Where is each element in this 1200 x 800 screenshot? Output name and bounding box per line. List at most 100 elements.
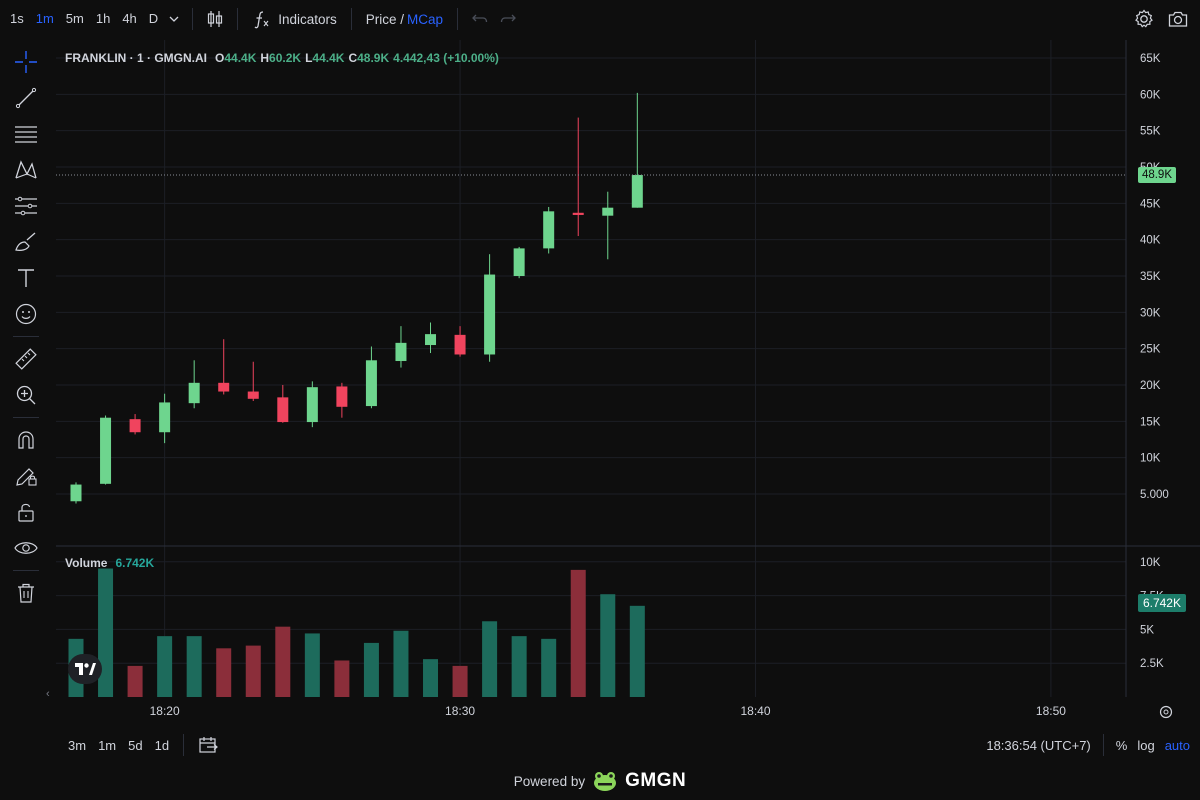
unlock-icon xyxy=(18,503,34,522)
ruler-icon xyxy=(15,348,37,370)
volume-axis-label: 5K xyxy=(1140,624,1154,636)
candles-icon[interactable] xyxy=(201,5,229,33)
candle-body xyxy=(277,397,289,423)
volume-legend: Volume 6.742K xyxy=(65,556,154,570)
chevron-down-icon[interactable] xyxy=(164,5,184,33)
axis-settings-icon xyxy=(1159,705,1173,719)
time-axis-label: 18:40 xyxy=(740,704,770,718)
candle-body xyxy=(631,174,643,208)
volume-bar xyxy=(629,605,645,697)
price-axis-label: 10K xyxy=(1140,453,1161,465)
text-tool[interactable] xyxy=(0,260,52,296)
close-key: C xyxy=(348,51,358,65)
forecast-tool[interactable] xyxy=(0,188,52,224)
timeframe-4h[interactable]: 4h xyxy=(122,11,137,26)
bottom-divider xyxy=(1102,734,1104,756)
undo-icon[interactable] xyxy=(466,5,494,33)
trend-line-tool[interactable] xyxy=(0,80,52,116)
hide-drawings-tool[interactable] xyxy=(0,530,52,566)
magnet-icon xyxy=(18,431,34,449)
candle-body xyxy=(247,391,259,399)
trend-line-icon xyxy=(15,87,37,109)
tv-logo-icon xyxy=(75,663,96,675)
price-axis-label: 25K xyxy=(1140,344,1161,356)
lock-all-tool[interactable] xyxy=(0,494,52,530)
footer: Powered by GMGN xyxy=(0,766,1200,796)
collapse-left-icon[interactable]: ‹ xyxy=(46,688,50,700)
candle-body xyxy=(395,342,407,362)
gear-icon[interactable] xyxy=(1130,5,1158,33)
clock-timezone[interactable]: 18:36:54 (UTC+7) xyxy=(986,737,1091,753)
change-value: 4.442,43 (+10.00%) xyxy=(393,51,499,65)
high-key: H xyxy=(260,51,270,65)
candle-body xyxy=(572,212,584,215)
goto-date-icon[interactable] xyxy=(194,731,222,759)
time-axis-label: 18:50 xyxy=(1036,704,1066,718)
candle-body xyxy=(70,484,82,502)
volume-bar xyxy=(423,659,439,697)
timeframe-1m[interactable]: 1m xyxy=(35,11,54,26)
percent-toggle[interactable]: % xyxy=(1115,737,1128,753)
remove-drawings-tool[interactable] xyxy=(0,575,52,611)
volume-label[interactable]: Volume xyxy=(65,556,108,570)
function-icon xyxy=(254,11,269,29)
log-toggle[interactable]: log xyxy=(1137,737,1155,753)
emoji-tool[interactable] xyxy=(0,296,52,332)
drawing-toolbar xyxy=(0,44,52,611)
tools-divider xyxy=(13,570,39,571)
text-icon xyxy=(18,269,34,287)
tradingview-logo[interactable] xyxy=(68,654,102,684)
candle-body xyxy=(454,334,466,355)
range-1d[interactable]: 1d xyxy=(154,737,170,753)
symbol-label[interactable]: FRANKLIN · 1 · GMGN.AI xyxy=(65,51,207,65)
volume-bar xyxy=(393,630,409,697)
toolbar-divider xyxy=(350,8,352,30)
candle-body xyxy=(513,248,525,276)
redo-icon[interactable] xyxy=(494,5,522,33)
zoom-tool[interactable] xyxy=(0,377,52,413)
range-3m[interactable]: 3m xyxy=(68,737,87,753)
volume-bar xyxy=(157,636,173,697)
candle-body xyxy=(188,382,200,404)
candle-body xyxy=(218,382,230,392)
candle-body xyxy=(484,274,496,355)
volume-bar xyxy=(245,645,261,697)
volume-bar xyxy=(482,621,498,697)
brush-icon xyxy=(15,232,36,251)
bottom-toolbar: 3m 1m 5d 1d 18:36:54 (UTC+7) % log auto xyxy=(0,730,1200,760)
volume-bar xyxy=(127,665,143,697)
candle-body xyxy=(365,360,377,407)
tools-divider xyxy=(13,417,39,418)
timeframe-d[interactable]: D xyxy=(148,11,159,26)
timeframe-1s[interactable]: 1s xyxy=(10,11,24,26)
pattern-tool[interactable] xyxy=(0,152,52,188)
price-axis-label: 45K xyxy=(1140,198,1161,210)
price-chart[interactable]: 65K60K55K50K45K40K35K30K25K20K15K10K5.00… xyxy=(56,40,1200,730)
price-mcap-toggle[interactable]: Price / MCap xyxy=(360,5,449,33)
timeframe-1h[interactable]: 1h xyxy=(95,11,111,26)
lock-drawing-tool[interactable] xyxy=(0,458,52,494)
gmgn-frog-logo xyxy=(594,772,617,791)
auto-toggle[interactable]: auto xyxy=(1164,737,1190,753)
measure-tool[interactable] xyxy=(0,341,52,377)
range-5d[interactable]: 5d xyxy=(128,737,143,753)
volume-axis-label: 2.5K xyxy=(1140,658,1164,670)
indicators-button[interactable]: Indicators xyxy=(246,5,343,33)
candle-body xyxy=(425,334,437,346)
toolbar-divider xyxy=(237,8,239,30)
range-1m[interactable]: 1m xyxy=(98,737,117,753)
eye-icon xyxy=(14,542,38,554)
candle-body xyxy=(543,211,555,249)
magnet-tool[interactable] xyxy=(0,422,52,458)
volume-bar xyxy=(570,569,586,697)
volume-axis-label: 10K xyxy=(1140,557,1161,569)
crosshair-icon xyxy=(15,51,37,73)
horizontal-lines-icon xyxy=(15,126,37,143)
camera-icon[interactable] xyxy=(1164,5,1192,33)
brush-tool[interactable] xyxy=(0,224,52,260)
toolbar-divider xyxy=(457,8,458,30)
crosshair-tool[interactable] xyxy=(0,44,52,80)
fib-tool[interactable] xyxy=(0,116,52,152)
timeframe-5m[interactable]: 5m xyxy=(65,11,84,26)
trash-icon xyxy=(18,583,34,603)
